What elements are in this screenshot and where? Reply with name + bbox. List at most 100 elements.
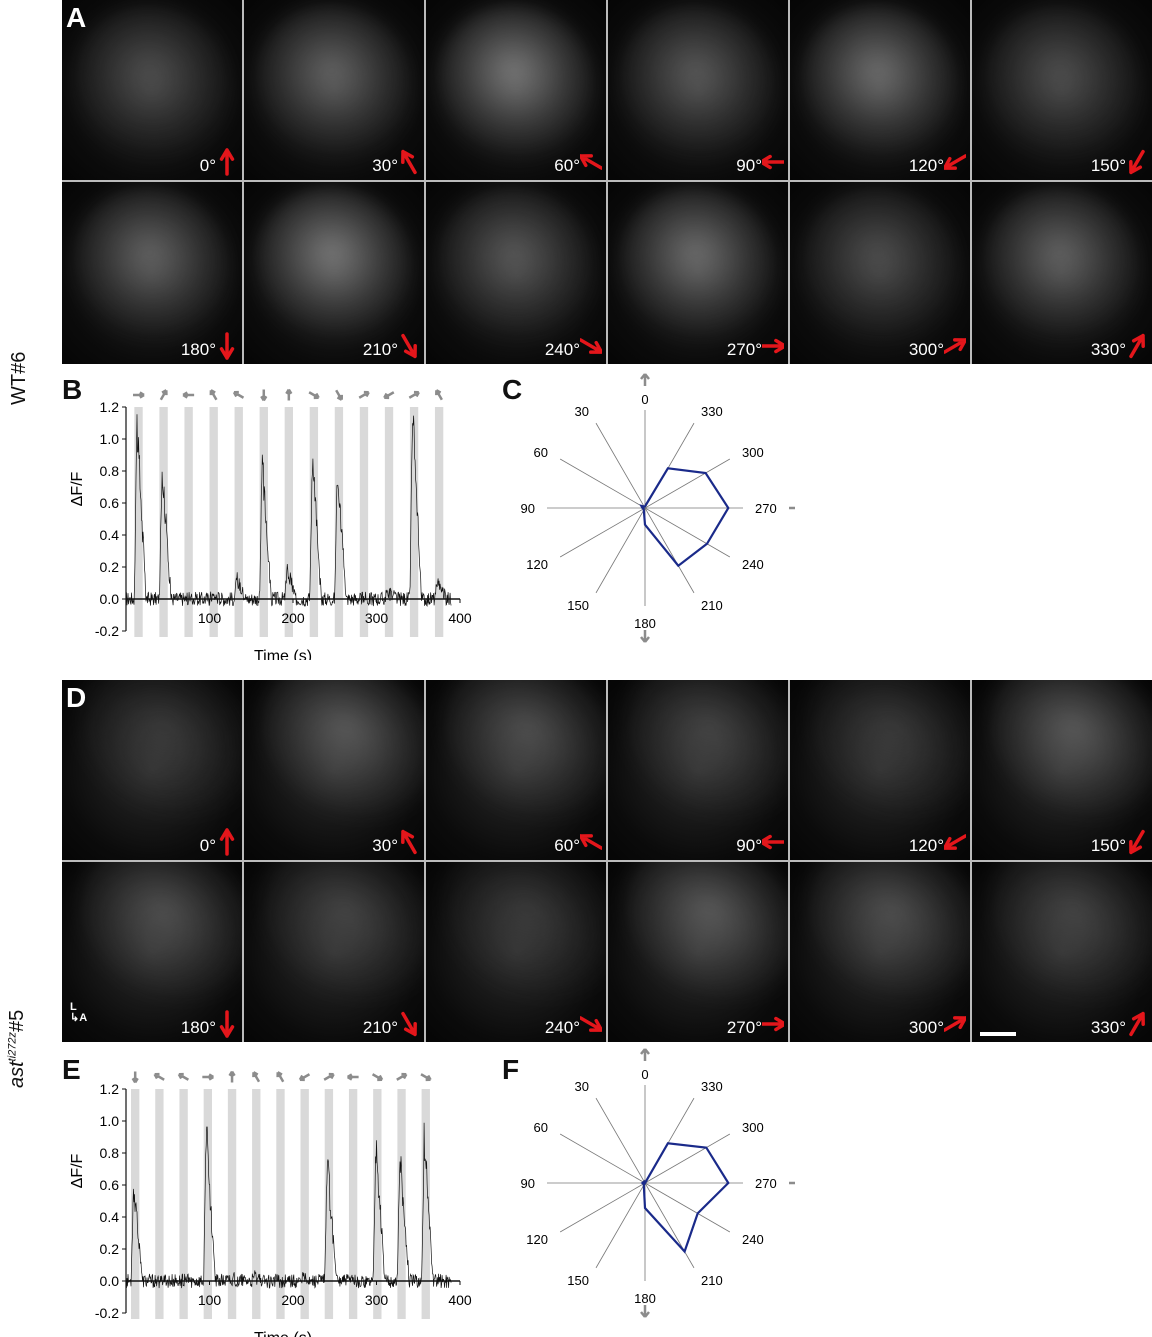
angle-label: 210° <box>362 1018 398 1037</box>
stimulus-bar <box>159 407 168 637</box>
y-tick-label: 1.0 <box>100 431 120 447</box>
image-tile-90: 90° <box>608 0 788 180</box>
direction-arrow-icon <box>944 154 966 170</box>
direction-arrow-icon <box>944 1016 966 1032</box>
arrow-shape <box>401 333 417 359</box>
direction-arrow-icon <box>580 1016 602 1032</box>
polar-angle-label: 300 <box>742 1120 764 1135</box>
image-tile-330: 330° <box>972 182 1152 364</box>
y-tick-label: 0.2 <box>100 559 120 575</box>
direction-arrow-icon <box>401 829 417 855</box>
orientation-anterior: A <box>79 1012 88 1024</box>
arrow-shape <box>1129 1011 1145 1037</box>
y-tick-label: 0.8 <box>100 463 120 479</box>
polar-angle-label: 180 <box>634 616 656 631</box>
panel-e-letter: E <box>62 1054 81 1085</box>
angle-label: 150° <box>1090 156 1126 175</box>
direction-arrow-icon <box>219 828 235 856</box>
angle-label: 0° <box>199 836 216 855</box>
stimulus-direction-icon <box>153 1072 165 1081</box>
image-tile-300: 300° <box>790 862 970 1042</box>
arrow-shape <box>401 829 417 855</box>
stimulus-bar <box>284 407 293 637</box>
direction-arrow-icon <box>762 834 784 850</box>
stimulus-direction-icon <box>298 1073 311 1082</box>
image-tile-150: 150° <box>972 0 1152 180</box>
direction-arrow-icon <box>580 338 602 354</box>
stimulus-bar <box>259 407 268 637</box>
stimulus-direction-icon <box>177 1072 190 1081</box>
angle-label: 240° <box>544 340 580 359</box>
angle-label: 30° <box>372 156 398 175</box>
cell-fluorescence <box>244 182 424 364</box>
arrow-shape <box>1129 333 1145 359</box>
cell-fluorescence <box>972 182 1152 364</box>
panel-b-trace-chart: -0.2 0.0 0.2 0.4 0.6 0.8 1.0 1.2 100 200 300 400 Tim… <box>69 388 472 660</box>
angle-label: 210° <box>362 340 398 359</box>
row-label-wt: WT#6 <box>8 351 30 405</box>
cell-fluorescence <box>972 862 1152 1034</box>
stimulus-direction-icon <box>159 389 168 401</box>
calcium-trace-line <box>125 1122 452 1289</box>
orientation-marker: L ↳A <box>70 1002 87 1024</box>
cell-fluorescence <box>972 0 1152 180</box>
stimulus-bar <box>373 1089 382 1319</box>
panel-a-letter: A <box>66 2 87 33</box>
polar-angle-label: 330 <box>701 1079 723 1094</box>
polar-angle-label: 330 <box>701 404 723 419</box>
arrow-shape <box>219 332 235 360</box>
cardinal-direction-icon <box>640 1048 650 1061</box>
cell-fluorescence <box>608 182 788 364</box>
arrow-shape <box>401 1011 417 1037</box>
polar-angle-label: 210 <box>701 598 723 613</box>
stimulus-direction-icon <box>383 391 395 400</box>
stimulus-bar <box>397 1089 406 1319</box>
angle-label: 270° <box>726 1018 762 1037</box>
stimulus-bar <box>421 1089 430 1319</box>
stimulus-direction-icon <box>335 389 344 401</box>
direction-arrow-icon <box>219 148 235 176</box>
angle-label: 330° <box>1090 340 1126 359</box>
direction-arrow-icon <box>762 1016 784 1032</box>
arrow-shape <box>944 154 966 170</box>
y-tick-label: 0.6 <box>100 495 120 511</box>
cell-fluorescence <box>426 182 606 364</box>
y-axis-label: ΔF/F <box>69 471 86 506</box>
angle-label: 120° <box>908 836 944 855</box>
cardinal-direction-icon <box>640 373 650 386</box>
stimulus-direction-icon <box>308 391 320 400</box>
angle-label: 60° <box>554 836 580 855</box>
y-tick-label: -0.2 <box>95 1305 119 1321</box>
panel-b-letter: B <box>62 374 83 405</box>
panel-d-letter: D <box>66 682 87 713</box>
stimulus-direction-icon <box>396 1072 408 1081</box>
panel-a-image-grid: 0° 30° 60° 90° 120° 150° 180° 210° 240° 270° 300° 3… <box>62 0 1152 364</box>
arrow-shape <box>580 1016 602 1032</box>
y-tick-label: 0.6 <box>100 1177 120 1193</box>
stimulus-direction-icon <box>346 1073 359 1081</box>
stimulus-bar <box>134 407 143 637</box>
x-tick-label: 100 <box>198 1292 222 1308</box>
x-tick-label: 400 <box>448 1292 472 1308</box>
angle-label: 60° <box>554 156 580 175</box>
cardinal-direction-icon <box>789 1181 795 1185</box>
angle-label: 270° <box>726 340 762 359</box>
image-tile-120: 120° <box>790 0 970 180</box>
direction-arrow-icon <box>762 338 784 354</box>
angle-label: 180° <box>180 340 216 359</box>
x-axis-label: Time (s) <box>254 1330 312 1337</box>
y-tick-label: 1.2 <box>100 399 120 415</box>
polar-angle-label: 300 <box>742 445 764 460</box>
angle-label: 120° <box>908 156 944 175</box>
stimulus-bar <box>179 1089 188 1319</box>
direction-arrow-icon <box>1129 829 1145 855</box>
panel-d-image-grid: 0° 30° 60° 90° 120° 150° 180° 210° 240° 270° 300° 3… <box>62 680 1152 1042</box>
y-tick-label: 0.0 <box>100 591 120 607</box>
cell-fluorescence <box>426 0 606 180</box>
arrow-shape <box>762 154 784 170</box>
cell-fluorescence <box>62 0 242 180</box>
cell-fluorescence <box>608 862 788 1034</box>
image-tile-270: 270° <box>608 182 788 364</box>
arrow-shape <box>1129 149 1145 175</box>
polar-angle-label: 240 <box>742 1232 764 1247</box>
